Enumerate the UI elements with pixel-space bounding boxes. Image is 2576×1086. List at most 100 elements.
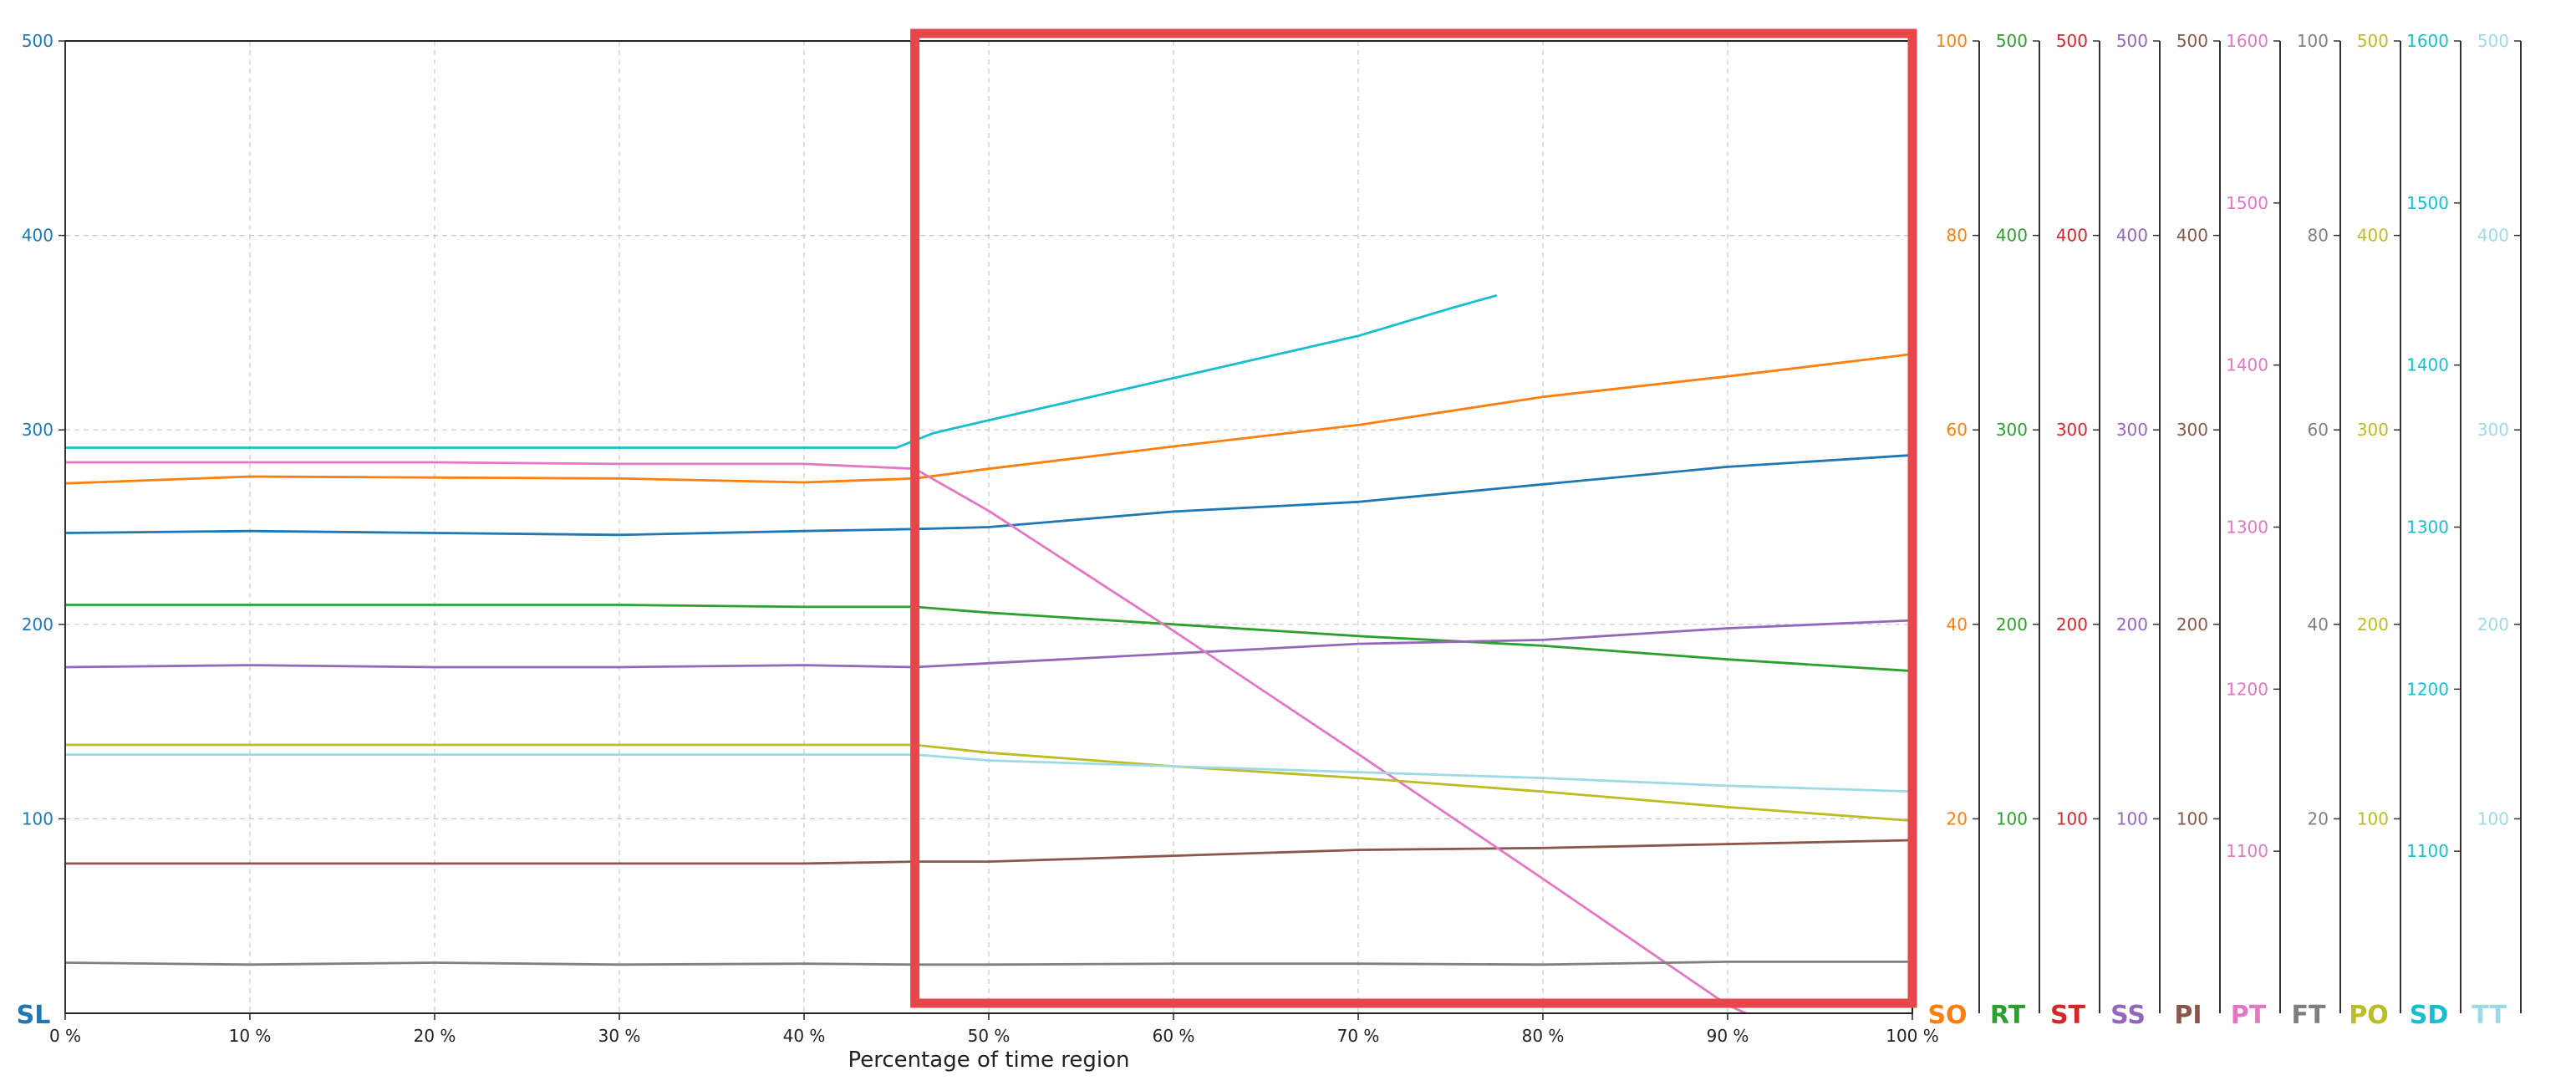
y-axes: 100 200 300 400 500 SL 20 40 60 80 100 SO 100 200 300 4… xyxy=(17,31,2522,1030)
y-axis-ss: 100 200 300 400 500 SS xyxy=(2110,31,2161,1030)
y-tick-label: 400 xyxy=(2176,226,2208,246)
y-axis-rt: 100 200 300 400 500 RT xyxy=(1990,31,2040,1030)
series-line-sl xyxy=(65,454,1912,537)
series-line-rt xyxy=(65,604,1912,672)
x-axis-label: Percentage of time region xyxy=(848,1048,1129,1073)
y-tick-label: 100 xyxy=(22,808,53,829)
y-tick-label: 100 xyxy=(2116,808,2148,829)
series-line-ft xyxy=(65,961,1912,966)
y-tick-label: 200 xyxy=(2116,614,2148,635)
x-tick-label: 100 % xyxy=(1886,1026,1939,1046)
y-tick-label: 500 xyxy=(2176,31,2208,51)
y-tick-label: 1300 xyxy=(2226,518,2268,538)
y-tick-label: 100 xyxy=(2297,31,2329,51)
y-axis-name-pt: PT xyxy=(2231,1001,2267,1030)
y-tick-label: 1100 xyxy=(2406,841,2449,861)
y-tick-label: 100 xyxy=(1996,808,2028,829)
highlight-box xyxy=(910,28,1917,1008)
y-tick-label: 1200 xyxy=(2226,679,2268,699)
y-axis-sd: 1100 1200 1300 1400 1500 1600 SD xyxy=(2406,31,2461,1030)
y-tick-label: 500 xyxy=(2056,31,2088,51)
y-axis-name-tt: TT xyxy=(2472,1001,2507,1030)
y-tick-label: 100 xyxy=(1936,31,1968,51)
y-axis-ft: 20 40 60 80 100 FT xyxy=(2292,31,2341,1030)
y-tick-label: 300 xyxy=(1996,420,2028,440)
series-line-ss xyxy=(65,619,1912,669)
y-tick-label: 300 xyxy=(2357,420,2389,440)
series-line-so xyxy=(65,353,1912,485)
x-tick-label: 70 % xyxy=(1337,1026,1380,1046)
series-line-pi xyxy=(65,839,1912,865)
y-tick-label: 100 xyxy=(2056,808,2088,829)
y-axis-pt: 1100 1200 1300 1400 1500 1600 PT xyxy=(2226,31,2281,1030)
y-tick-label: 200 xyxy=(2056,614,2088,635)
y-axis-name-ft: FT xyxy=(2292,1001,2326,1030)
series-line-tt xyxy=(65,753,1912,793)
y-tick-label: 500 xyxy=(2477,31,2509,51)
y-axis-name-ss: SS xyxy=(2110,1001,2146,1030)
highlight-region xyxy=(910,28,1917,1008)
y-tick-label: 500 xyxy=(22,31,53,51)
x-tick-label: 0 % xyxy=(49,1026,81,1046)
y-tick-label: 1400 xyxy=(2226,355,2268,375)
y-tick-label: 500 xyxy=(1996,31,2028,51)
y-tick-label: 300 xyxy=(2176,420,2208,440)
y-axis-name-sl: SL xyxy=(17,1001,51,1030)
y-axis-name-st: ST xyxy=(2050,1001,2086,1030)
y-tick-label: 1600 xyxy=(2226,31,2268,51)
y-tick-label: 200 xyxy=(22,614,53,635)
y-tick-label: 300 xyxy=(2477,420,2509,440)
y-tick-label: 300 xyxy=(22,420,53,440)
y-tick-label: 400 xyxy=(2357,226,2389,246)
x-tick-label: 90 % xyxy=(1707,1026,1749,1046)
series-line-pt xyxy=(65,461,1749,1013)
x-tick-label: 40 % xyxy=(783,1026,826,1046)
y-tick-label: 1100 xyxy=(2226,841,2268,861)
y-tick-label: 300 xyxy=(2056,420,2088,440)
y-tick-label: 400 xyxy=(2056,226,2088,246)
y-tick-label: 300 xyxy=(2116,420,2148,440)
y-tick-label: 400 xyxy=(2477,226,2509,246)
y-tick-label: 200 xyxy=(2357,614,2389,635)
y-axis-pi: 100 200 300 400 500 PI xyxy=(2174,31,2221,1030)
y-tick-label: 100 xyxy=(2357,808,2389,829)
y-tick-label: 100 xyxy=(2477,808,2509,829)
y-tick-label: 80 xyxy=(2308,226,2329,246)
y-tick-label: 400 xyxy=(2116,226,2148,246)
y-axis-name-so: SO xyxy=(1927,1001,1967,1030)
series-layer xyxy=(65,293,1912,1013)
y-tick-label: 1600 xyxy=(2406,31,2449,51)
y-axis-name-sd: SD xyxy=(2410,1001,2449,1030)
y-axis-name-pi: PI xyxy=(2174,1001,2202,1030)
y-tick-label: 60 xyxy=(2308,420,2329,440)
x-tick-label: 60 % xyxy=(1153,1026,1195,1046)
y-axis-po: 100 200 300 400 500 PO xyxy=(2349,31,2401,1030)
y-tick-label: 500 xyxy=(2116,31,2148,51)
series-line-po xyxy=(65,743,1912,823)
y-tick-label: 20 xyxy=(2308,808,2329,829)
y-axis-sl: 100 200 300 400 500 SL xyxy=(17,31,66,1030)
y-tick-label: 200 xyxy=(1996,614,2028,635)
x-tick-label: 80 % xyxy=(1522,1026,1565,1046)
y-axis-so: 20 40 60 80 100 SO xyxy=(1927,31,1980,1030)
x-tick-label: 20 % xyxy=(414,1026,456,1046)
y-tick-label: 200 xyxy=(2477,614,2509,635)
y-tick-label: 60 xyxy=(1947,420,1968,440)
y-axis-name-po: PO xyxy=(2349,1001,2389,1030)
y-tick-label: 400 xyxy=(22,226,53,246)
x-tick-label: 30 % xyxy=(598,1026,641,1046)
y-tick-label: 1400 xyxy=(2406,355,2449,375)
x-axis: 0 % 10 % 20 % 30 % 40 % 50 % 60 % 70 % 80 % 90 % 1… xyxy=(49,1013,1939,1046)
x-tick-label: 10 % xyxy=(229,1026,272,1046)
y-tick-label: 40 xyxy=(1947,614,1968,635)
x-tick-label: 50 % xyxy=(968,1026,1011,1046)
y-tick-label: 500 xyxy=(2357,31,2389,51)
y-tick-label: 1200 xyxy=(2406,679,2449,699)
y-tick-label: 1300 xyxy=(2406,518,2449,538)
y-axis-name-rt: RT xyxy=(1990,1001,2026,1030)
y-tick-label: 40 xyxy=(2308,614,2329,635)
y-axis-tt: 100 200 300 400 500 TT xyxy=(2472,31,2522,1030)
y-axis-st: 100 200 300 400 500 ST xyxy=(2050,31,2100,1030)
series-line-sd xyxy=(65,293,1498,449)
